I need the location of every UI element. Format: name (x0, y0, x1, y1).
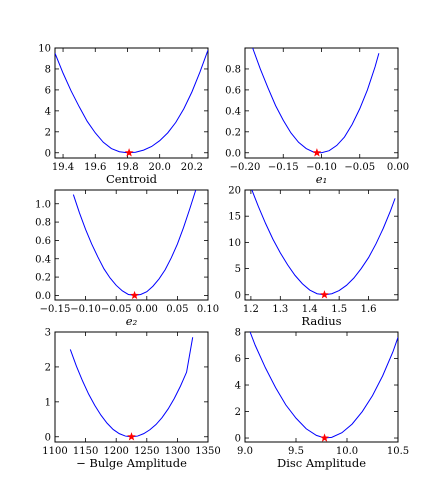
plot-frame (244, 189, 399, 301)
x-tick-label: −0.05 (101, 304, 132, 315)
y-tick-label: 0.2 (225, 127, 241, 138)
y-tick-label: 0.8 (35, 218, 51, 229)
x-tick-label: −0.15 (40, 304, 71, 315)
x-tick-label: 0.05 (166, 304, 188, 315)
plot-frame (244, 331, 399, 443)
x-tick-label: 0.10 (197, 304, 219, 315)
y-tick-label: 2 (45, 127, 51, 138)
y-tick-label: 6 (45, 85, 51, 96)
y-tick-label: 8 (235, 328, 241, 339)
x-axis-label: Centroid (106, 172, 158, 186)
minimum-star-marker (312, 148, 322, 157)
likelihood-curve (252, 48, 380, 154)
y-tick-label: 5 (235, 264, 241, 275)
y-tick-label: 0 (235, 290, 241, 301)
x-tick-label: −0.15 (268, 162, 299, 173)
minimum-star-marker (124, 148, 134, 157)
y-tick-label: 0.0 (225, 148, 241, 159)
y-tick-label: 10 (228, 238, 241, 249)
y-tick-label: 6 (235, 354, 241, 365)
panel-5: 1100 1150 1200 1250 1300 1350 0 1 2 3 − Bulge Ampl… (42, 328, 220, 471)
x-tick-label: 1200 (103, 446, 128, 457)
x-tick-label: 10.0 (336, 446, 358, 457)
likelihood-curve (251, 190, 396, 296)
x-tick-label: 1300 (165, 446, 190, 457)
y-tick-label: 0 (45, 148, 51, 159)
x-tick-label: 1.6 (361, 304, 377, 315)
x-tick-label: 1.2 (243, 304, 259, 315)
x-tick-label: −0.05 (344, 162, 375, 173)
x-tick-label: 20.2 (181, 162, 203, 173)
y-tick-label: 0.4 (225, 106, 241, 117)
x-tick-label: 19.4 (52, 162, 74, 173)
x-axis-label: Radius (301, 314, 341, 328)
x-tick-label: 9.0 (237, 446, 253, 457)
minimum-star-marker (320, 290, 329, 299)
likelihood-curve (72, 190, 197, 296)
x-tick-label: 1350 (195, 446, 220, 457)
panel-6: 9.0 9.5 10.0 10.5 0 2 4 6 8 Disc Amplitude (235, 328, 410, 471)
x-tick-label: 19.8 (116, 162, 138, 173)
x-tick-label: 20.0 (149, 162, 171, 173)
minimum-star-marker (320, 433, 329, 442)
x-tick-label: 0.00 (387, 162, 409, 173)
x-axis-label: e₁ (316, 172, 327, 186)
panel-3: −0.15 −0.10 −0.05 0.00 0.05 0.10 0.0 0.2 0.4 0.6 0… (35, 189, 219, 328)
y-tick-label: 8 (45, 64, 51, 75)
x-tick-label: 1.3 (272, 304, 288, 315)
y-tick-label: 10 (38, 44, 51, 55)
minimum-star-marker (130, 290, 139, 300)
plot-frame (244, 47, 399, 159)
panel-4: 1.2 1.3 1.4 1.5 1.6 0 5 10 15 20 Radius (228, 186, 399, 328)
x-axis-label: − Bulge Amplitude (76, 456, 187, 470)
x-tick-label: 1250 (134, 446, 159, 457)
likelihood-curve (69, 337, 194, 438)
likelihood-curve (55, 49, 208, 154)
y-tick-label: 1.0 (35, 199, 51, 210)
likelihood-curve (249, 332, 398, 439)
x-tick-label: 1.4 (302, 304, 318, 315)
x-tick-label: 19.6 (84, 162, 106, 173)
x-tick-label: −0.20 (230, 162, 261, 173)
y-tick-label: 2 (235, 407, 241, 418)
y-tick-label: 0 (235, 434, 241, 445)
y-tick-label: 4 (45, 106, 51, 117)
x-tick-label: 1.5 (331, 304, 347, 315)
x-tick-label: −0.10 (306, 162, 337, 173)
plot-frame (54, 47, 209, 159)
y-tick-label: 2 (45, 362, 51, 373)
y-tick-label: 0.4 (35, 254, 51, 265)
panel-1: 19.4 19.6 19.8 20.0 20.2 0 2 4 6 8 10 Centroid (38, 44, 209, 186)
y-tick-label: 0.6 (35, 236, 51, 247)
y-tick-label: 0.2 (35, 273, 51, 284)
panel-2: −0.20 −0.15 −0.10 −0.05 0.00 0.0 0.2 0.4 0.6 0.8 e… (225, 47, 409, 186)
minimum-star-marker (127, 432, 136, 441)
plot-frame (54, 331, 209, 443)
y-tick-label: 3 (45, 328, 51, 339)
y-tick-label: 0.8 (225, 64, 241, 75)
y-tick-label: 0 (45, 432, 51, 443)
x-tick-label: 10.5 (387, 446, 409, 457)
y-tick-label: 1 (45, 397, 51, 408)
y-tick-label: 0.0 (35, 291, 51, 302)
x-tick-label: 1100 (42, 446, 67, 457)
x-tick-label: 1150 (73, 446, 98, 457)
plot-frame (54, 189, 209, 301)
x-tick-label: −0.10 (70, 304, 101, 315)
x-tick-label: 0.00 (136, 304, 158, 315)
x-axis-label: e₂ (126, 314, 138, 328)
x-axis-label: Disc Amplitude (277, 456, 366, 470)
x-tick-label: 9.5 (288, 446, 304, 457)
y-tick-label: 0.6 (225, 85, 241, 96)
y-tick-label: 4 (235, 381, 241, 392)
y-tick-label: 15 (228, 212, 241, 223)
y-tick-label: 20 (228, 186, 241, 197)
